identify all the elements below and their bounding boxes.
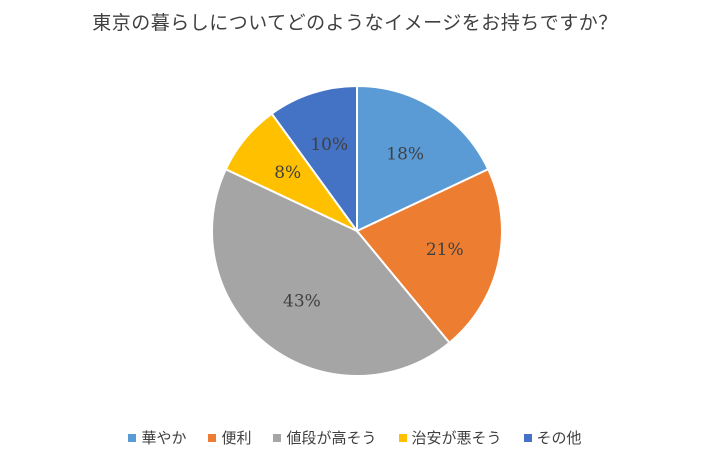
data-label-1: 18% [386, 145, 424, 165]
pie-slice-5 [270, 84, 358, 235]
data-label-2: 21% [426, 240, 464, 260]
pie-slice-3 [211, 167, 451, 377]
data-label-4: 8% [274, 163, 301, 183]
legend-label: その他 [536, 429, 582, 447]
pie-data-labels: 18% 21% 43% 8% 10% [274, 135, 463, 312]
legend-swatch [398, 433, 407, 442]
legend-item-2: 便利 [208, 427, 251, 448]
legend-swatch [208, 433, 217, 442]
legend-label: 華やか [141, 429, 187, 447]
legend-swatch [523, 433, 532, 442]
legend-item-5: その他 [523, 427, 582, 448]
data-label-3: 43% [283, 292, 321, 312]
legend-label: 治安が悪そう [411, 429, 502, 447]
legend-swatch [273, 433, 282, 442]
pie-slice-1 [356, 84, 490, 233]
data-label-5: 10% [310, 135, 348, 155]
legend-swatch [128, 433, 137, 442]
chart-title: 東京の暮らしについてどのようなイメージをお持ちですか？ [92, 12, 618, 34]
legend-item-4: 治安が悪そう [398, 427, 502, 448]
chart-legend: 華やか 便利 値段が高そう 治安が悪そう その他 [0, 427, 710, 448]
legend-item-1: 華やか [128, 427, 186, 448]
pie-slice-2 [355, 167, 503, 345]
legend-item-3: 値段が高そう [273, 427, 377, 448]
legend-label: 値段が高そう [286, 429, 377, 447]
pie-slices [211, 84, 503, 377]
legend-label: 便利 [221, 429, 252, 447]
